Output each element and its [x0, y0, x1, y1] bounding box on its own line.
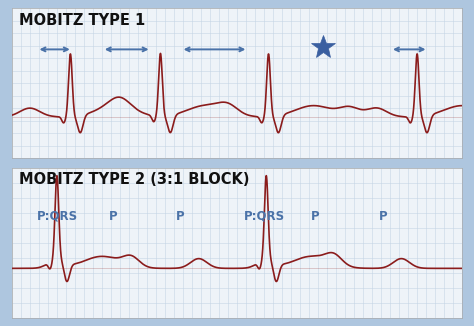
- Text: MOBITZ TYPE 1: MOBITZ TYPE 1: [18, 13, 145, 28]
- Text: P:QRS: P:QRS: [244, 210, 285, 223]
- Text: P: P: [176, 210, 185, 223]
- Text: P: P: [311, 210, 320, 223]
- Text: MOBITZ TYPE 2 (3:1 BLOCK): MOBITZ TYPE 2 (3:1 BLOCK): [18, 172, 249, 187]
- Text: P: P: [379, 210, 387, 223]
- Text: P: P: [109, 210, 117, 223]
- Text: P:QRS: P:QRS: [36, 210, 78, 223]
